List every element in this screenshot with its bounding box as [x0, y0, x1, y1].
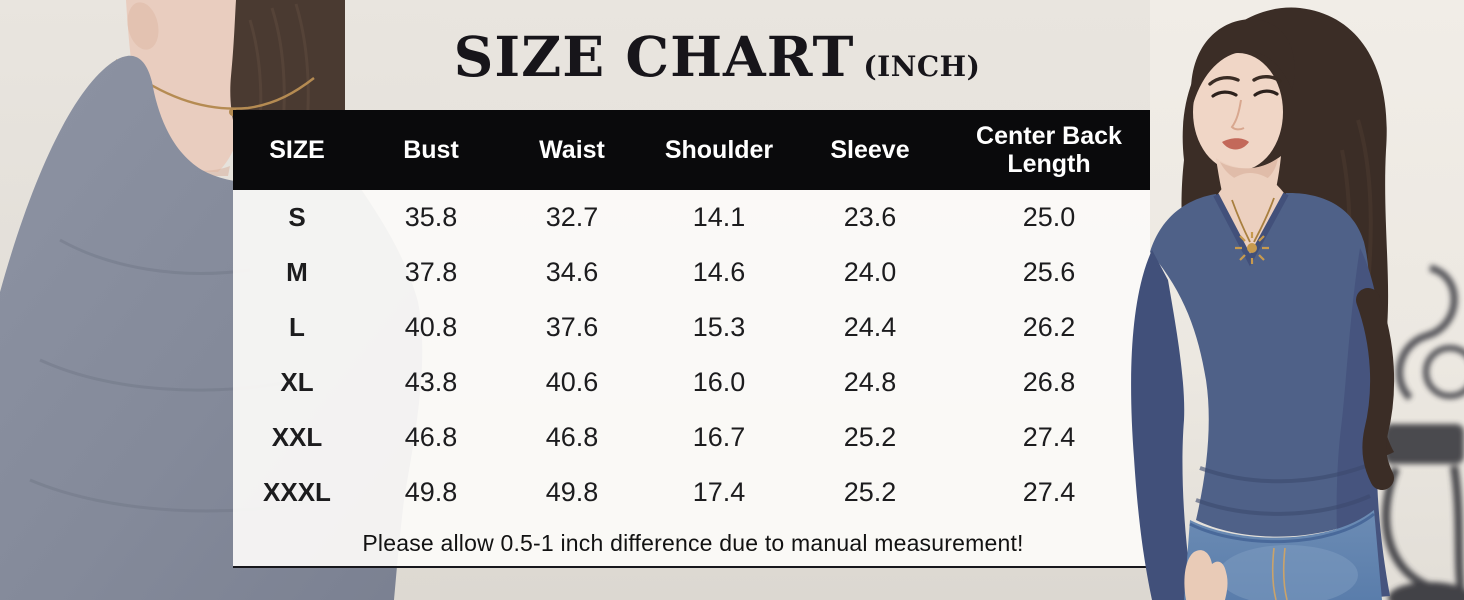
right-model-necklace-chain — [1231, 197, 1275, 243]
measurement-cell: 24.8 — [843, 367, 897, 397]
measurement-cell: 26.8 — [1022, 367, 1076, 397]
column-header: Shoulder — [664, 136, 774, 164]
model-front-photo — [1131, 0, 1464, 600]
right-model-jeans-waist-seam — [1189, 512, 1375, 544]
measurement-cell: 27.4 — [1022, 477, 1076, 507]
measurement-cell: 46.8 — [404, 422, 458, 452]
column-header: Bust — [403, 136, 459, 164]
measurement-cell: 37.6 — [545, 312, 599, 342]
table-row: M 37.8 34.6 14.6 24.0 25.6 — [233, 245, 1153, 300]
right-model-sun-pendant — [1235, 232, 1269, 264]
size-label-cell: XL — [280, 367, 314, 397]
right-model-blue-top — [1150, 192, 1372, 537]
title-unit: (INCH) — [863, 50, 981, 83]
table-row: XXXL 49.8 49.8 17.4 25.2 27.4 — [233, 465, 1153, 520]
left-model-ear — [127, 2, 159, 50]
right-model-left-sleeve — [1131, 250, 1194, 600]
measurement-note: Please allow 0.5-1 inch difference due t… — [362, 529, 1024, 556]
measurement-cell: 17.4 — [692, 477, 746, 507]
column-header: SIZE — [269, 136, 325, 164]
right-model-hem-folds — [1195, 464, 1371, 516]
measurement-cell: 46.8 — [545, 422, 599, 452]
right-model-hair-tail — [1356, 288, 1395, 490]
measurement-cell: 49.8 — [545, 477, 599, 507]
right-model-jeans-fly-stitch — [1271, 547, 1288, 600]
measurement-cell: 14.6 — [692, 257, 746, 287]
table-row: S 35.8 32.7 14.1 23.6 25.0 — [233, 190, 1153, 245]
measurement-cell: 40.6 — [545, 367, 599, 397]
right-model-lips — [1222, 138, 1249, 150]
measurement-cell: 14.1 — [692, 202, 746, 232]
measurement-cell: 40.8 — [404, 312, 458, 342]
right-model-nose — [1230, 99, 1245, 131]
right-model-chest-skin — [1218, 173, 1284, 256]
size-label-cell: M — [286, 257, 308, 287]
measurement-cell: 37.8 — [404, 257, 458, 287]
column-header: Sleeve — [830, 136, 910, 164]
measurement-cell: 24.0 — [843, 257, 897, 287]
measurement-cell: 25.2 — [843, 477, 897, 507]
right-model-jeans-wash — [1218, 545, 1358, 600]
table-row: XXL 46.8 46.8 16.7 25.2 27.4 — [233, 410, 1153, 465]
measurement-cell: 32.7 — [545, 202, 599, 232]
column-header: Center Back Length — [976, 122, 1122, 178]
size-label-cell: S — [288, 202, 306, 232]
measurement-cell: 34.6 — [545, 257, 599, 287]
table-row: XL 43.8 40.6 16.0 24.8 26.8 — [233, 355, 1153, 410]
measurement-cell: 25.2 — [843, 422, 897, 452]
table-header-row: SIZE Bust Waist Shoulder Sleeve Center Back L… — [233, 110, 1153, 190]
measurement-cell: 27.4 — [1022, 422, 1076, 452]
size-chart-table: SIZE Bust Waist Shoulder Sleeve Center Back L… — [233, 110, 1153, 568]
size-label-cell: XXL — [271, 422, 323, 452]
measurement-cell: 23.6 — [843, 202, 897, 232]
measurement-cell: 25.0 — [1022, 202, 1076, 232]
measurement-cell: 24.4 — [843, 312, 897, 342]
right-model-vneck-collar — [1213, 192, 1289, 267]
right-model-eyebrows — [1208, 75, 1282, 86]
right-model-hand — [1184, 550, 1228, 600]
measurement-cell: 16.0 — [692, 367, 746, 397]
measurement-cell: 15.3 — [692, 312, 746, 342]
table-body: S 35.8 32.7 14.1 23.6 25.0 M 37.8 34.6 14.6 24.0 25… — [233, 190, 1153, 566]
measurement-cell: 43.8 — [404, 367, 458, 397]
measurement-cell: 49.8 — [404, 477, 458, 507]
background-chair — [1382, 264, 1464, 600]
size-label-cell: XXXL — [263, 477, 331, 507]
right-model-hairline — [1191, 19, 1295, 108]
page-title: SIZE CHART (INCH) — [0, 24, 1434, 89]
measurement-cell: 16.7 — [692, 422, 746, 452]
measurement-cell: 26.2 — [1022, 312, 1076, 342]
size-label-cell: L — [289, 312, 305, 342]
table-rows-container: S 35.8 32.7 14.1 23.6 25.0 M 37.8 34.6 14.6 24.0 25… — [233, 190, 1153, 520]
measurement-cell: 35.8 — [404, 202, 458, 232]
right-model-eyes — [1211, 89, 1279, 98]
table-row: L 40.8 37.6 15.3 24.4 26.2 — [233, 300, 1153, 355]
title-text: SIZE CHART — [453, 24, 855, 89]
measurement-cell: 25.6 — [1022, 257, 1076, 287]
column-header: Waist — [539, 136, 605, 164]
